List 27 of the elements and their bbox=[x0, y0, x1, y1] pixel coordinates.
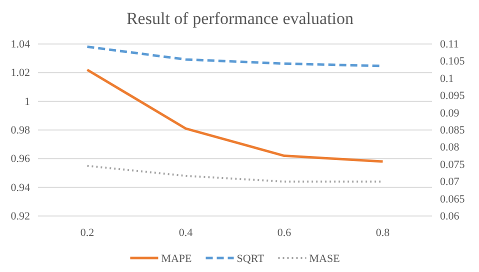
y2-tick-label: 0.09 bbox=[440, 107, 460, 120]
y2-tick-label: 0.075 bbox=[440, 158, 466, 171]
y2-tick-label: 0.07 bbox=[440, 176, 460, 188]
legend-label: MASE bbox=[309, 253, 340, 265]
y-tick-label: 1.02 bbox=[10, 67, 30, 80]
legend-label: SQRT bbox=[236, 253, 265, 265]
y2-tick-label: 0.1 bbox=[440, 72, 454, 85]
y-tick-label: 0.94 bbox=[10, 182, 30, 194]
y2-tick-label: 0.08 bbox=[440, 142, 460, 154]
y2-tick-label: 0.11 bbox=[440, 38, 459, 51]
y-tick-label: 0.96 bbox=[10, 153, 30, 166]
y2-tick-label: 0.06 bbox=[440, 210, 460, 223]
y-tick-label: 0.92 bbox=[10, 210, 30, 223]
y-tick-label: 1 bbox=[24, 96, 30, 108]
y-tick-label: 0.98 bbox=[10, 124, 30, 137]
legend-label: MAPE bbox=[161, 253, 192, 265]
y2-tick-label: 0.095 bbox=[440, 90, 466, 102]
x-tick-label: 0.4 bbox=[178, 226, 194, 239]
y2-tick-label: 0.085 bbox=[440, 124, 466, 137]
y2-tick-label: 0.105 bbox=[440, 56, 466, 68]
x-tick-label: 0.6 bbox=[277, 226, 292, 239]
y-tick-label: 1.04 bbox=[10, 38, 30, 51]
x-tick-label: 0.2 bbox=[80, 226, 94, 239]
chart-title: Result of performance evaluation bbox=[126, 9, 354, 28]
y2-tick-label: 0.065 bbox=[440, 193, 466, 206]
line-series bbox=[86, 68, 384, 163]
x-tick-label: 0.8 bbox=[376, 226, 390, 239]
